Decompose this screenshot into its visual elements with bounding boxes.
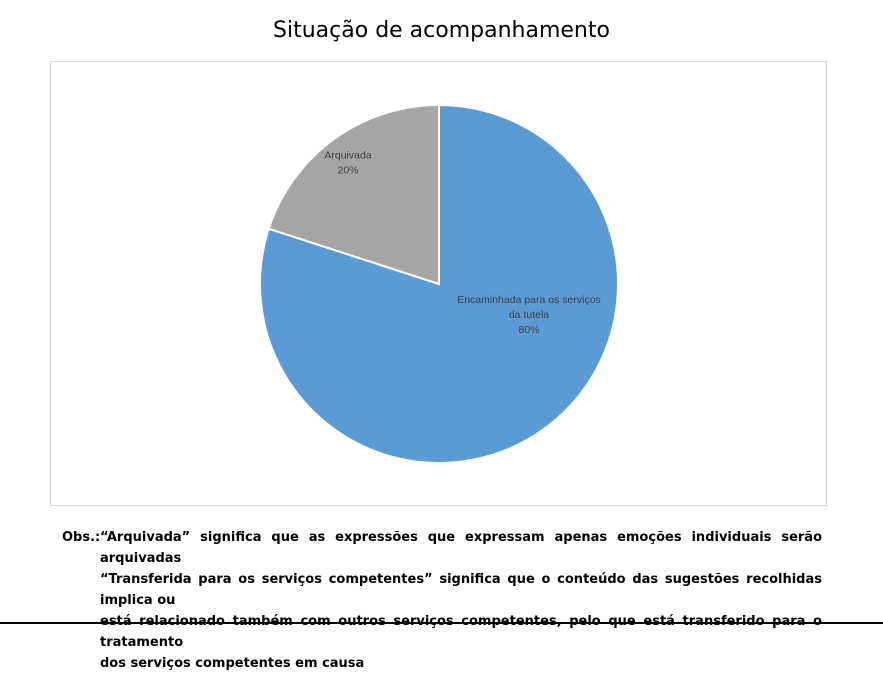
pie-chart: Encaminhada para os serviços da tutela 80%… xyxy=(259,103,619,464)
slice-category-label: da tutela xyxy=(509,309,549,321)
footnote: Obs.: “Arquivada” significa que as expre… xyxy=(62,527,822,674)
slice-value-label: 80% xyxy=(518,324,539,336)
footnote-line: “Transferida para os serviços competente… xyxy=(100,572,822,608)
pie-slice xyxy=(267,103,440,286)
chart-title: Situação de acompanhamento xyxy=(273,18,610,43)
footnote-prefix: Obs.: xyxy=(62,530,101,545)
footnote-line: dos serviços competentes em causa xyxy=(100,656,365,671)
slice-category-label: Arquivada xyxy=(324,150,371,162)
slice-category-label: Encaminhada para os serviços xyxy=(457,294,601,306)
plot-area xyxy=(50,61,827,506)
footnote-body: “Arquivada” significa que as expressões … xyxy=(100,527,822,674)
bottom-rule xyxy=(0,622,883,624)
footnote-line: está relacionado também com outros servi… xyxy=(100,614,822,650)
slice-value-label: 20% xyxy=(337,165,358,177)
footnote-line: “Arquivada” significa que as expressões … xyxy=(100,530,822,566)
pie-slice xyxy=(259,103,619,464)
